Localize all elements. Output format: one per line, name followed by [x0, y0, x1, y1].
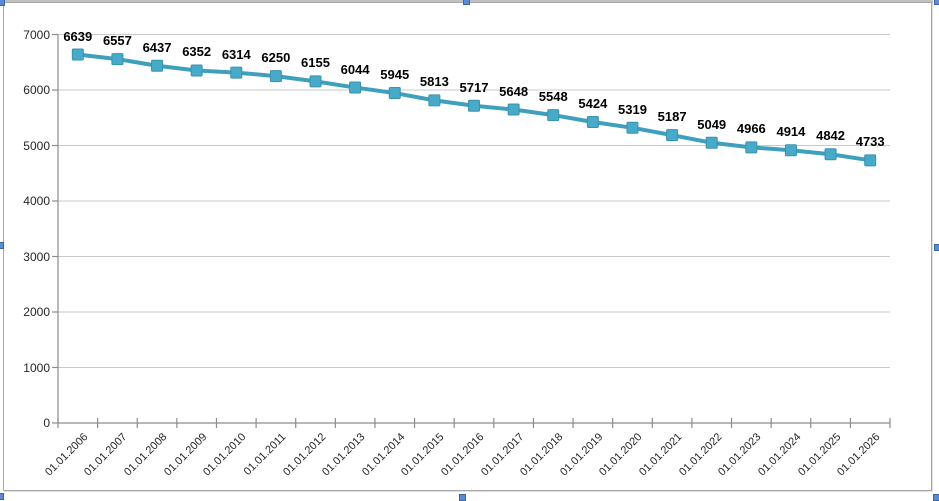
data-point-marker[interactable]	[864, 154, 877, 167]
data-point-marker[interactable]	[784, 144, 797, 157]
selection-handle-right-center[interactable]	[934, 244, 939, 251]
data-point-marker[interactable]	[190, 64, 203, 77]
data-point-marker[interactable]	[705, 136, 718, 149]
data-point-marker[interactable]	[111, 53, 124, 66]
selection-handle-bottom-left[interactable]	[0, 493, 4, 500]
data-point-marker[interactable]	[507, 103, 520, 116]
data-point-marker[interactable]	[428, 94, 441, 107]
selection-handle-bottom-center[interactable]	[459, 494, 466, 501]
data-point-marker[interactable]	[547, 109, 560, 122]
selection-handle-left-center[interactable]	[0, 242, 4, 249]
data-point-marker[interactable]	[269, 70, 282, 83]
data-point-marker[interactable]	[468, 99, 480, 112]
data-point-marker[interactable]	[626, 121, 639, 134]
data-point-marker[interactable]	[230, 66, 243, 79]
selection-handle-top-left[interactable]	[0, 0, 5, 6]
data-point-marker[interactable]	[309, 75, 322, 88]
data-point-marker[interactable]	[349, 81, 362, 94]
data-point-marker[interactable]	[586, 115, 599, 128]
data-point-marker[interactable]	[666, 129, 679, 142]
data-point-marker[interactable]	[151, 59, 164, 72]
selection-handle-bottom-right[interactable]	[933, 494, 939, 501]
data-point-marker[interactable]	[71, 48, 84, 61]
data-point-marker[interactable]	[388, 87, 401, 100]
data-point-marker[interactable]	[745, 141, 758, 154]
data-point-marker[interactable]	[824, 148, 837, 161]
selection-handle-top-right[interactable]	[934, 0, 939, 5]
selection-handle-top-center[interactable]	[463, 0, 470, 5]
